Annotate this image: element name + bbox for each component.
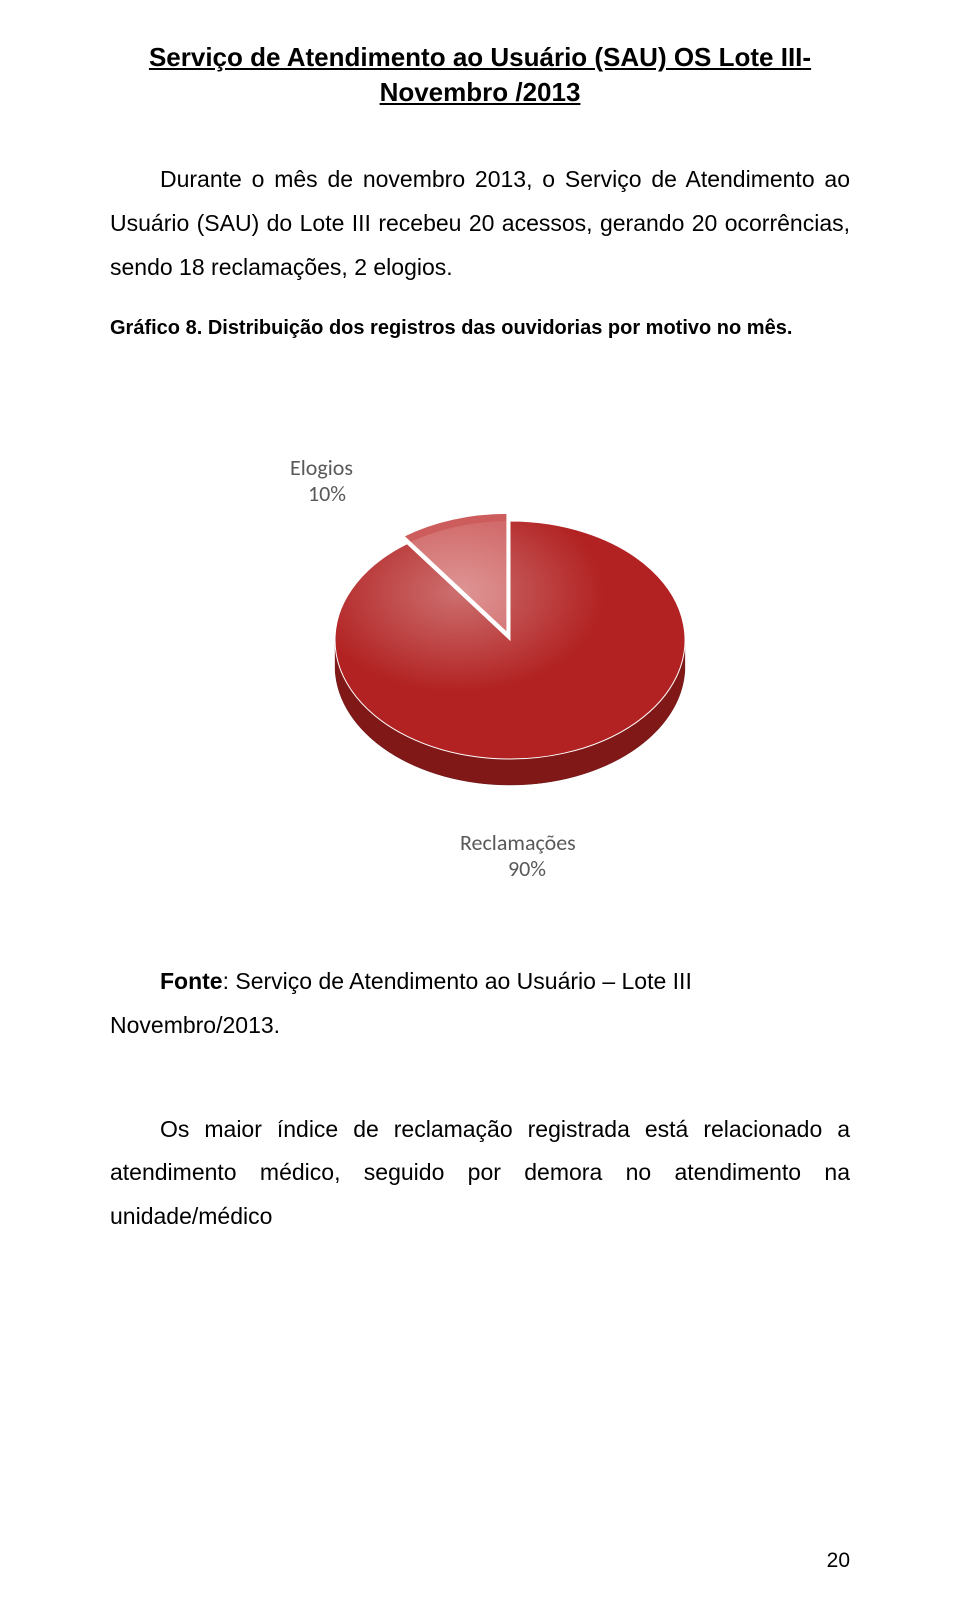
- pie-chart: Elogios10% Reclamações90%: [170, 380, 790, 880]
- pie-slice-percent: 90%: [508, 855, 546, 880]
- pie-chart-container: Elogios10% Reclamações90%: [110, 380, 850, 880]
- title-line-1: Serviço de Atendimento ao Usuário (SAU) …: [149, 42, 811, 72]
- document-page: Serviço de Atendimento ao Usuário (SAU) …: [0, 0, 960, 1603]
- pie-slice-percent: 10%: [308, 480, 346, 507]
- pie-slice-label: Reclamações: [460, 829, 576, 856]
- title-line-2: Novembro /2013: [380, 77, 581, 107]
- intro-paragraph: Durante o mês de novembro 2013, o Serviç…: [110, 158, 850, 289]
- conclusion-paragraph: Os maior índice de reclamação registrada…: [110, 1108, 850, 1239]
- page-title: Serviço de Atendimento ao Usuário (SAU) …: [110, 40, 850, 110]
- pie-slice-label: Elogios: [290, 454, 353, 481]
- chart-source: Fonte: Serviço de Atendimento ao Usuário…: [110, 960, 850, 1047]
- chart-caption: Gráfico 8. Distribuição dos registros da…: [110, 317, 850, 340]
- source-label: Fonte: [160, 968, 223, 994]
- page-number: 20: [827, 1549, 850, 1573]
